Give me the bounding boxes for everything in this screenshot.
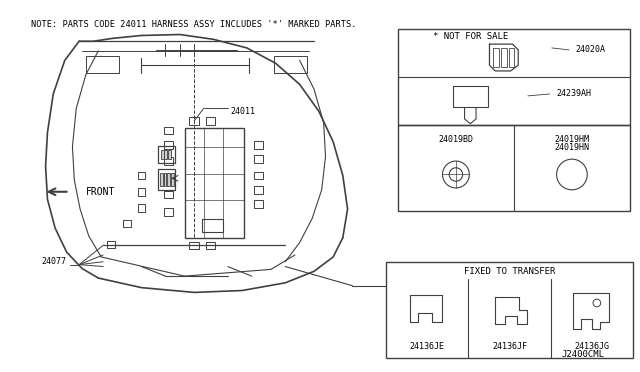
Text: FIXED TO TRANSFER: FIXED TO TRANSFER <box>464 267 556 276</box>
Bar <box>164 150 167 159</box>
Bar <box>253 201 263 208</box>
Text: NOTE: PARTS CODE 24011 HARNESS ASSY INCLUDES '*' MARKED PARTS.: NOTE: PARTS CODE 24011 HARNESS ASSY INCL… <box>31 20 357 29</box>
Bar <box>253 141 263 148</box>
Bar <box>171 173 174 186</box>
Bar <box>202 219 223 232</box>
Bar <box>253 171 263 179</box>
Text: 24020A: 24020A <box>576 45 606 54</box>
Bar <box>189 241 199 249</box>
Bar <box>168 150 171 159</box>
Text: 24136JF: 24136JF <box>492 341 527 351</box>
Bar <box>453 86 488 108</box>
Bar <box>124 219 131 227</box>
Bar <box>205 241 215 249</box>
Bar <box>167 173 170 186</box>
Text: 24019BD: 24019BD <box>438 135 474 144</box>
Text: * NOT FOR SALE: * NOT FOR SALE <box>433 32 508 41</box>
Bar <box>157 169 175 190</box>
Text: 24136JG: 24136JG <box>575 341 609 351</box>
Bar <box>159 173 163 186</box>
Bar <box>509 48 515 67</box>
Bar <box>163 173 166 186</box>
Bar <box>86 55 120 73</box>
Bar <box>138 188 145 196</box>
Bar <box>253 186 263 194</box>
Bar <box>163 191 173 199</box>
Text: 24011: 24011 <box>230 107 255 116</box>
Bar <box>398 29 630 125</box>
Bar <box>398 125 630 211</box>
Bar <box>274 55 307 73</box>
Text: 24136JE: 24136JE <box>410 341 445 351</box>
Bar <box>493 48 499 67</box>
Text: 24077: 24077 <box>42 257 67 266</box>
Text: 24239AH: 24239AH <box>557 89 591 99</box>
Bar <box>386 262 634 357</box>
Bar <box>163 141 173 148</box>
Bar <box>138 204 145 212</box>
Bar <box>163 157 173 165</box>
Text: 24019HM: 24019HM <box>554 135 589 144</box>
Bar <box>205 117 215 125</box>
Bar <box>163 208 173 216</box>
Bar <box>107 241 115 248</box>
Bar <box>163 174 173 182</box>
Text: 24019HN: 24019HN <box>554 143 589 152</box>
Bar <box>253 155 263 163</box>
Text: FRONT: FRONT <box>86 187 115 197</box>
Bar <box>501 48 507 67</box>
Bar <box>184 128 244 238</box>
Bar <box>163 126 173 134</box>
Bar <box>161 150 163 159</box>
Bar <box>157 146 175 163</box>
Text: J2400CML: J2400CML <box>561 350 604 359</box>
Bar <box>189 117 199 125</box>
Bar <box>138 171 145 179</box>
